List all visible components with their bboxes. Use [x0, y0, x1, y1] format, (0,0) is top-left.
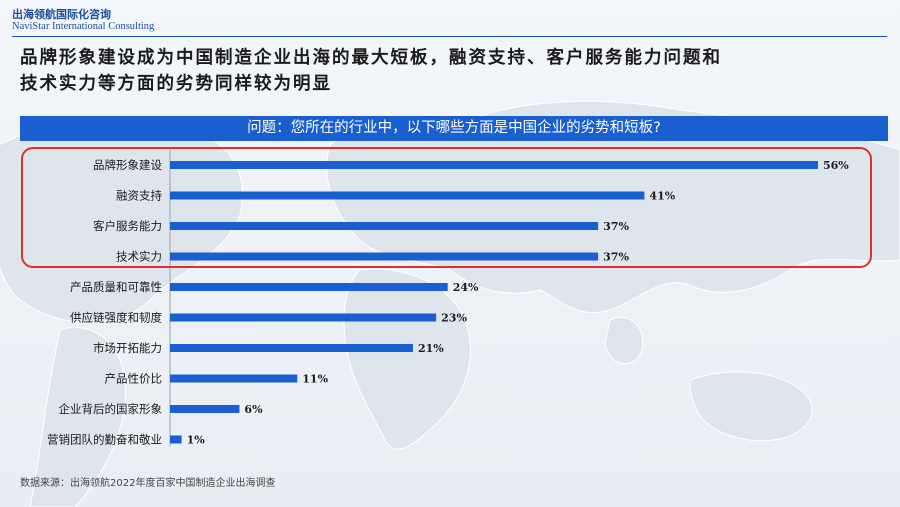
value-label: 23%	[441, 312, 467, 325]
bar	[170, 161, 818, 169]
category-label: 客户服务能力	[93, 219, 162, 233]
value-label: 41%	[649, 190, 675, 203]
header-divider	[12, 36, 887, 37]
logo-chinese-name: 出海领航国际化咨询	[12, 8, 111, 21]
value-label: 1%	[187, 434, 206, 447]
value-label: 37%	[603, 220, 629, 233]
logo-english-name: NaviStar International Consulting	[12, 21, 155, 32]
page-headline: 品牌形象建设成为中国制造企业出海的最大短板，融资支持、客户服务能力问题和 技术实…	[20, 45, 888, 97]
survey-question-banner: 问题：您所在的行业中，以下哪些方面是中国企业的劣势和短板?	[20, 116, 888, 141]
category-label: 营销团队的勤奋和敬业	[47, 433, 162, 447]
highlight-box	[21, 147, 872, 268]
category-label: 品牌形象建设	[93, 158, 162, 172]
category-label: 市场开拓能力	[93, 341, 162, 355]
bar	[170, 283, 448, 291]
value-label: 21%	[418, 342, 444, 355]
value-label: 11%	[302, 373, 328, 386]
headline-line-1: 品牌形象建设成为中国制造企业出海的最大短板，融资支持、客户服务能力问题和	[20, 48, 722, 68]
category-label: 产品质量和可靠性	[70, 280, 162, 294]
bar	[170, 435, 182, 444]
category-label: 融资支持	[116, 189, 162, 203]
bar	[170, 222, 599, 230]
value-label: 37%	[603, 251, 629, 264]
company-logo: 出海领航国际化咨询 NaviStar International Consult…	[12, 8, 154, 33]
bar	[170, 374, 298, 383]
category-label: 技术实力	[116, 250, 162, 264]
bar	[170, 313, 437, 322]
bar	[170, 405, 240, 413]
value-label: 24%	[453, 281, 479, 294]
data-source-note: 数据来源：出海领航2022年度百家中国制造企业出海调查	[20, 478, 276, 489]
category-label: 产品性价比	[105, 372, 163, 386]
bar	[170, 344, 413, 352]
value-label: 56%	[823, 159, 849, 172]
category-label: 企业背后的国家形象	[59, 402, 163, 416]
bar	[170, 191, 645, 200]
category-label: 供应链强度和韧度	[70, 311, 162, 325]
headline-line-2: 技术实力等方面的劣势同样较为明显	[20, 74, 332, 94]
value-label: 6%	[244, 403, 263, 416]
bar	[170, 252, 599, 261]
